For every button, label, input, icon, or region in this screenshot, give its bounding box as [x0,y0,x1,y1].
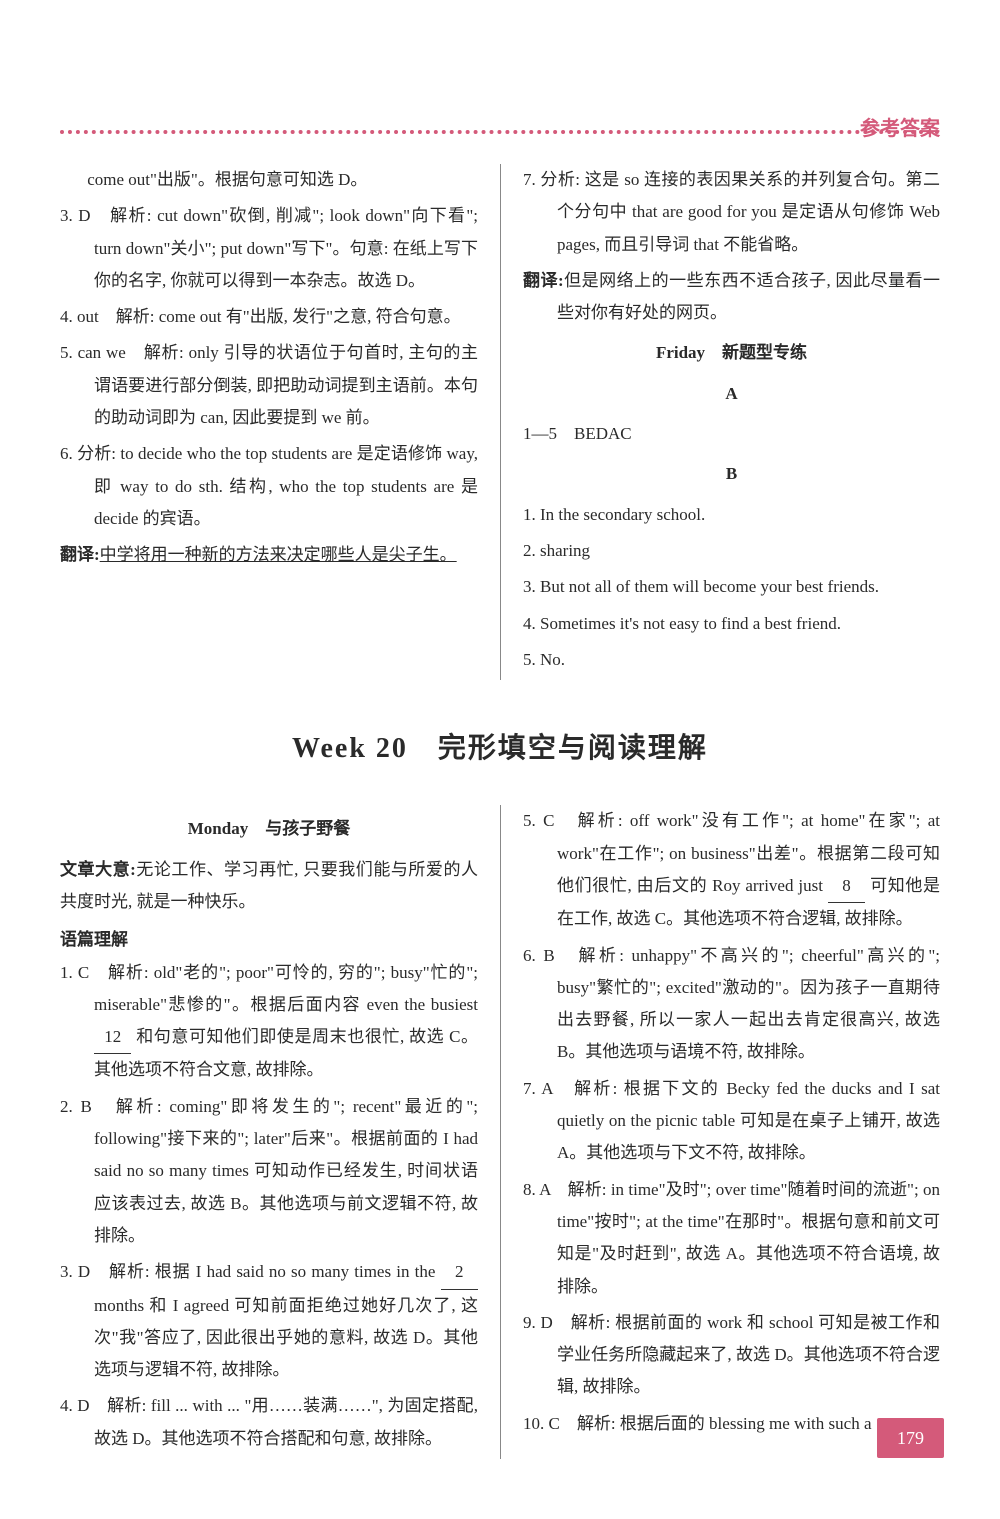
q2: 2. B 解析: coming"即将发生的"; recent"最近的"; fol… [60,1091,478,1252]
upper-right-col: 7. 分析: 这是 so 连接的表因果关系的并列复合句。第二个分句中 that … [500,164,940,680]
q6: 6. B 解析: unhappy"不高兴的"; cheerful"高兴的"; b… [523,940,940,1069]
q1-blank: 12 [94,1021,131,1054]
gist-block: 文章大意:无论工作、学习再忙, 只要我们能与所爱的人共度时光, 就是一种快乐。 [60,854,478,919]
upper-columns: come out"出版"。根据句意可知选 D。 3. D 解析: cut dow… [60,164,940,680]
comprehension-label: 语篇理解 [60,924,478,956]
section-a-label: A [523,378,940,410]
answer-item-3: 3. D 解析: cut down"砍倒, 削减"; look down"向下看… [60,200,478,297]
section-b-label: B [523,458,940,490]
q8: 8. A 解析: in time"及时"; over time"随着时间的流逝"… [523,1174,940,1303]
answer-item-7b: 翻译:但是网络上的一些东西不适合孩子, 因此尽量看一些对你有好处的网页。 [523,265,940,330]
header-label: 参考答案 [60,110,940,148]
q5: 5. C 解析: off work"没有工作"; at home"在家"; at… [523,805,940,935]
translate-label: 翻译: [523,271,564,290]
b-item-4: 4. Sometimes it's not easy to find a bes… [523,608,940,640]
b-item-1: 1. In the secondary school. [523,499,940,531]
q1-a: 1. C 解析: old"老的"; poor"可怜的, 穷的"; busy"忙的… [60,963,478,1014]
q5-blank: 8 [828,870,865,903]
translate-text: 但是网络上的一些东西不适合孩子, 因此尽量看一些对你有好处的网页。 [557,271,940,322]
q7: 7. A 解析: 根据下文的 Becky fed the ducks and I… [523,1073,940,1170]
translate-label: 翻译: [60,545,100,564]
b-item-5: 5. No. [523,644,940,676]
translate-underlined: 中学将用一种新的方法来决定哪些人是尖子生。 [100,545,457,564]
week-title: Week 20 完形填空与阅读理解 [60,722,940,775]
q1-c: 和句意可知他们即使是周末也很忙, 故选 C。其他选项不符合文意, 故排除。 [94,1027,478,1079]
section-a-answers: 1—5 BEDAC [523,418,940,450]
answer-item-5: 5. can we 解析: only 引导的状语位于句首时, 主句的主谓语要进行… [60,337,478,434]
upper-left-col: come out"出版"。根据句意可知选 D。 3. D 解析: cut dow… [60,164,500,680]
b-item-2: 2. sharing [523,535,940,567]
q4: 4. D 解析: fill ... with ... "用……装满……", 为固… [60,1390,478,1455]
monday-title: Monday 与孩子野餐 [60,813,478,845]
lower-right-col: 5. C 解析: off work"没有工作"; at home"在家"; at… [500,805,940,1459]
page-number: 179 [877,1418,944,1458]
q9: 9. D 解析: 根据前面的 work 和 school 可知是被工作和学业任务… [523,1307,940,1404]
answer-item-6a: 6. 分析: to decide who the top students ar… [60,438,478,535]
lower-left-col: Monday 与孩子野餐 文章大意:无论工作、学习再忙, 只要我们能与所爱的人共… [60,805,500,1459]
b-item-3: 3. But not all of them will become your … [523,571,940,603]
text-line: come out"出版"。根据句意可知选 D。 [60,164,478,196]
page-container: 参考答案 come out"出版"。根据句意可知选 D。 3. D 解析: cu… [0,0,1000,1519]
q3-a: 3. D 解析: 根据 I had said no so many times … [60,1262,441,1281]
q1: 1. C 解析: old"老的"; poor"可怜的, 穷的"; busy"忙的… [60,957,478,1087]
answer-item-6b: 翻译:中学将用一种新的方法来决定哪些人是尖子生。 [60,539,478,571]
friday-title: Friday 新题型专练 [523,337,940,369]
answer-item-7a: 7. 分析: 这是 so 连接的表因果关系的并列复合句。第二个分句中 that … [523,164,940,261]
gist-label: 文章大意: [60,860,136,879]
q3-c: months 和 I agreed 可知前面拒绝过她好几次了, 这次"我"答应了… [94,1296,478,1380]
answer-item-4: 4. out 解析: come out 有"出版, 发行"之意, 符合句意。 [60,301,478,333]
q3-blank: 2 [441,1256,478,1289]
q3: 3. D 解析: 根据 I had said no so many times … [60,1256,478,1386]
lower-columns: Monday 与孩子野餐 文章大意:无论工作、学习再忙, 只要我们能与所爱的人共… [60,805,940,1459]
